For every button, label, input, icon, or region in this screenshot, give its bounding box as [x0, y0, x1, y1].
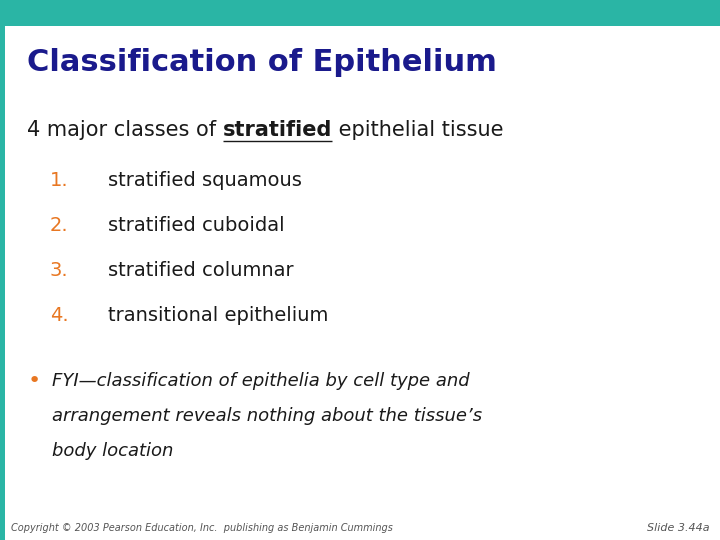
Text: stratified: stratified — [223, 119, 333, 140]
Text: stratified squamous: stratified squamous — [108, 171, 302, 191]
Text: stratified cuboidal: stratified cuboidal — [108, 216, 284, 235]
Text: •: • — [27, 370, 40, 391]
Text: FYI—classification of epithelia by cell type and: FYI—classification of epithelia by cell … — [52, 372, 469, 390]
Bar — [0, 0, 720, 26]
Text: 4.: 4. — [50, 306, 68, 325]
Bar — [0, 26, 5, 540]
Text: 4 major classes of: 4 major classes of — [27, 119, 223, 140]
Text: transitional epithelium: transitional epithelium — [108, 306, 328, 325]
Text: 2.: 2. — [50, 216, 68, 235]
Text: Copyright © 2003 Pearson Education, Inc.  publishing as Benjamin Cummings: Copyright © 2003 Pearson Education, Inc.… — [11, 523, 392, 533]
Text: Slide 3.44a: Slide 3.44a — [647, 523, 709, 533]
Text: Classification of Epithelium: Classification of Epithelium — [27, 48, 498, 77]
Text: epithelial tissue: epithelial tissue — [333, 119, 504, 140]
Text: 3.: 3. — [50, 261, 68, 280]
Text: arrangement reveals nothing about the tissue’s: arrangement reveals nothing about the ti… — [52, 407, 482, 425]
Text: body location: body location — [52, 442, 174, 460]
Text: 1.: 1. — [50, 171, 68, 191]
Text: stratified columnar: stratified columnar — [108, 261, 294, 280]
